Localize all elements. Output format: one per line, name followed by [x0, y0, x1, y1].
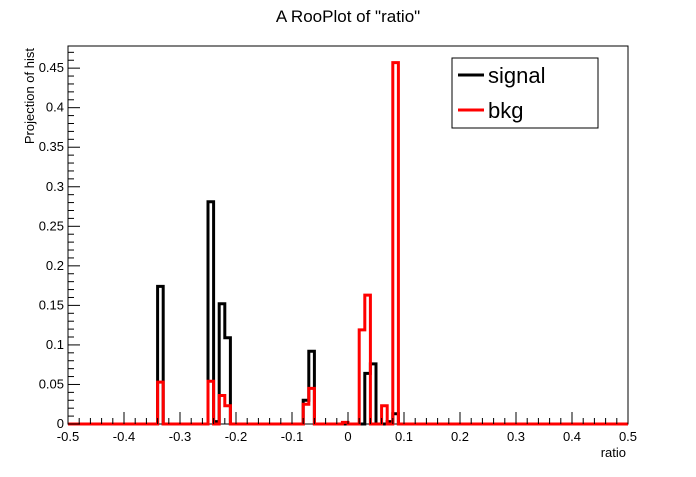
y-tick-label: 0.25 — [39, 218, 64, 233]
x-tick-label: 0 — [344, 429, 351, 444]
legend-bkg-label: bkg — [488, 98, 523, 123]
x-tick-label: -0.3 — [169, 429, 191, 444]
x-axis-label: ratio — [601, 445, 626, 460]
y-axis-label: Projection of hist — [22, 48, 37, 144]
x-tick-label: -0.5 — [57, 429, 79, 444]
x-tick-label: 0.4 — [563, 429, 581, 444]
axes-layer: -0.5 -0.4 -0.3 -0.2 -0.1 0 0.1 0.2 0.3 0.4 0.5 0 0.0… — [39, 51, 637, 444]
y-tick-label: 0 — [57, 416, 64, 431]
y-tick-label: 0.1 — [46, 337, 64, 352]
y-tick-label: 0.2 — [46, 258, 64, 273]
legend: signal bkg — [451, 57, 599, 129]
x-tick-label: 0.1 — [395, 429, 413, 444]
chart-title: A RooPlot of "ratio" — [276, 7, 420, 26]
y-tick-label: 0.35 — [39, 139, 64, 154]
x-tick-label: -0.2 — [225, 429, 247, 444]
x-tick-label: 0.2 — [451, 429, 469, 444]
y-tick-label: 0.3 — [46, 179, 64, 194]
y-tick-label: 0.45 — [39, 60, 64, 75]
histogram-series-bkg — [68, 61, 628, 426]
x-tick-label: -0.1 — [281, 429, 303, 444]
y-tick-label: 0.05 — [39, 376, 64, 391]
x-tick-label: 0.3 — [507, 429, 525, 444]
x-tick-label: 0.5 — [619, 429, 637, 444]
legend-box — [451, 57, 599, 129]
legend-signal-label: signal — [488, 63, 545, 88]
x-tick-label: -0.4 — [113, 429, 135, 444]
histogram-series-signal — [68, 200, 628, 426]
y-tick-label: 0.15 — [39, 297, 64, 312]
y-tick-label: 0.4 — [46, 100, 64, 115]
